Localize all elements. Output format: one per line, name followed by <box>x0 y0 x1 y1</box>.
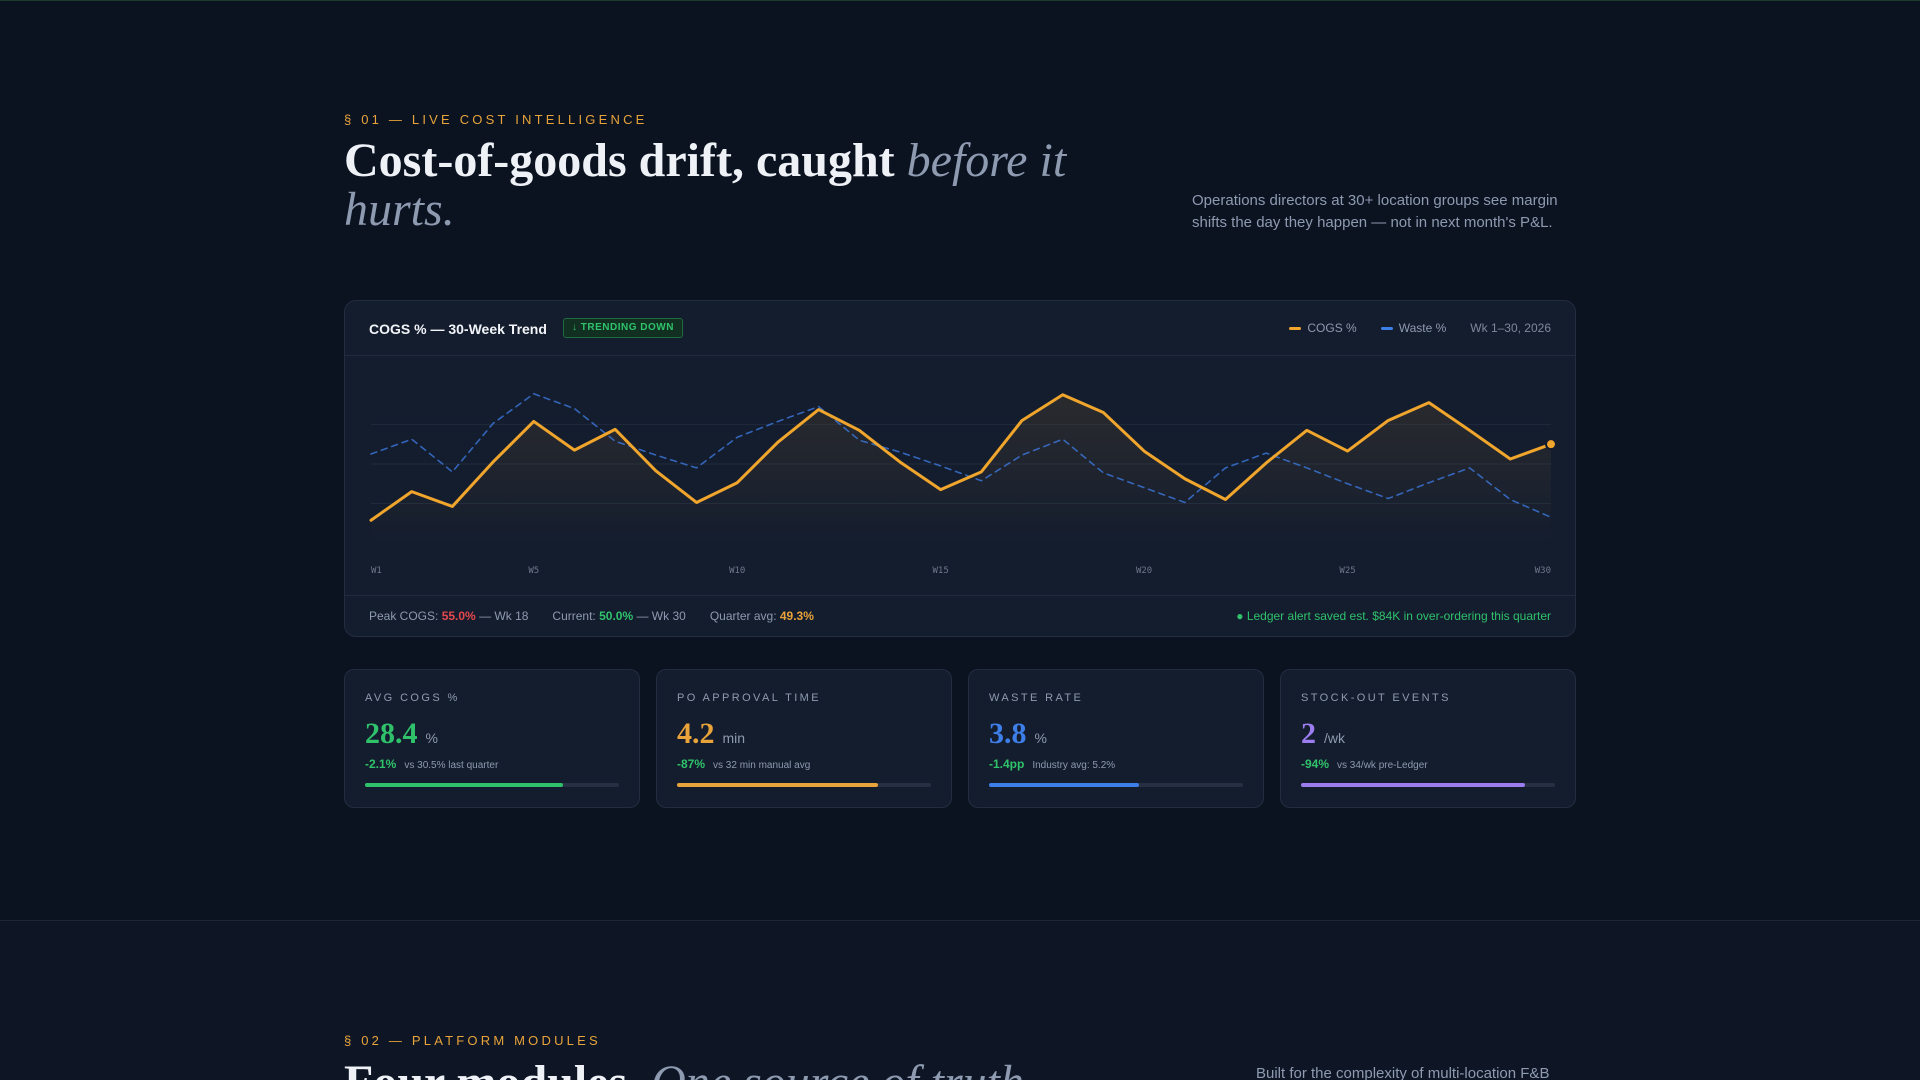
kpi-number: 3.8 <box>989 717 1027 750</box>
x-tick-label: W25 <box>1339 566 1355 576</box>
current-value: 50.0% <box>599 609 634 623</box>
kpi-card-avg-cogs: AVG COGS % 28.4 % -2.1% vs 30.5% last qu… <box>344 669 640 808</box>
cost-intelligence-section: § 01 — LIVE COST INTELLIGENCE Cost-of-go… <box>344 112 1576 808</box>
cogs-trend-card: COGS % — 30-Week Trend ↓ TRENDING DOWN C… <box>344 300 1576 637</box>
kpi-value: 3.8 % <box>989 717 1047 751</box>
kpi-label: AVG COGS % <box>365 692 460 704</box>
chart-title: COGS % — 30-Week Trend <box>369 321 547 337</box>
kpi-progress-track <box>1301 783 1555 787</box>
chart-area-layer <box>371 394 1551 543</box>
kpi-delta-context: vs 30.5% last quarter <box>404 760 499 771</box>
platform-modules-section: § 02 — PLATFORM MODULES Four modules. On… <box>0 921 1920 1080</box>
x-tick-label: W20 <box>1136 566 1152 576</box>
headline-bold: Cost-of-goods drift, caught <box>344 134 907 187</box>
chart-series-layer <box>369 392 1557 522</box>
kpi-row: AVG COGS % 28.4 % -2.1% vs 30.5% last qu… <box>344 669 1576 808</box>
legend-label-cogs: COGS % <box>1307 321 1357 335</box>
series-line-cogs <box>369 393 1553 522</box>
current-cogs-stat: Current: 50.0% — Wk 30 <box>552 609 685 623</box>
series-line-waste <box>370 392 1552 519</box>
section-lede: Operations directors at 30+ location gro… <box>1192 192 1558 231</box>
section2-eyebrow: § 02 — PLATFORM MODULES <box>344 1033 601 1048</box>
kpi-unit: /wk <box>1324 730 1345 746</box>
section-headline: Cost-of-goods drift, caught before it hu… <box>344 136 1124 234</box>
avg-value: 49.3% <box>779 609 814 623</box>
legend-swatch-waste <box>1380 326 1393 330</box>
peak-value: 55.0% <box>441 609 476 623</box>
top-accent-line <box>0 0 1920 1</box>
section2-lede: Built for the complexity of multi-locati… <box>1256 1065 1550 1080</box>
section2-headline: Four modules. One source of truth. <box>344 1055 1124 1080</box>
kpi-label: WASTE RATE <box>989 692 1084 704</box>
kpi-delta-context: vs 34/wk pre-Ledger <box>1337 760 1428 771</box>
ledger-alert: ● Ledger alert saved est. $84K in over-o… <box>1236 609 1551 623</box>
kpi-value: 28.4 % <box>365 717 438 751</box>
kpi-unit: % <box>1034 730 1047 746</box>
kpi-card-stock-outs: STOCK-OUT EVENTS 2 /wk -94% vs 34/wk pre… <box>1280 669 1576 808</box>
kpi-delta-context: Industry avg: 5.2% <box>1032 760 1116 771</box>
kpi-value: 4.2 min <box>677 717 745 751</box>
kpi-delta-value: -94% <box>1301 757 1330 771</box>
chart-footer: Peak COGS: 55.0% — Wk 18 Current: 50.0% … <box>345 595 1575 636</box>
kpi-delta-context: vs 32 min manual avg <box>713 760 811 771</box>
headline-italic: before it hurts. <box>344 134 1067 236</box>
kpi-unit: % <box>425 730 438 746</box>
legend-item-cogs[interactable]: COGS % <box>1289 321 1357 335</box>
current-week: — Wk 30 <box>633 609 686 623</box>
chart-legend: COGS % Waste % Wk 1–30, 2026 <box>1265 321 1551 335</box>
legend-label-waste: Waste % <box>1398 321 1447 335</box>
kpi-delta: -87% vs 32 min manual avg <box>677 757 810 771</box>
date-range-label: Wk 1–30, 2026 <box>1470 321 1551 335</box>
kpi-delta: -2.1% vs 30.5% last quarter <box>365 757 498 771</box>
x-tick-label: W1 <box>371 566 382 576</box>
kpi-delta-value: -87% <box>677 757 706 771</box>
legend-swatch-cogs <box>1289 326 1302 330</box>
kpi-label: STOCK-OUT EVENTS <box>1301 692 1451 704</box>
kpi-number: 28.4 <box>365 717 418 750</box>
kpi-delta: -1.4pp Industry avg: 5.2% <box>989 757 1115 771</box>
kpi-progress-fill <box>677 783 878 787</box>
x-tick-label: W5 <box>528 566 539 576</box>
kpi-label: PO APPROVAL TIME <box>677 692 821 704</box>
peak-label: Peak COGS: <box>369 609 442 623</box>
kpi-delta-value: -1.4pp <box>989 757 1025 771</box>
kpi-delta: -94% vs 34/wk pre-Ledger <box>1301 757 1428 771</box>
chart-header: COGS % — 30-Week Trend ↓ TRENDING DOWN C… <box>345 301 1575 356</box>
legend-item-waste[interactable]: Waste % <box>1380 321 1447 335</box>
x-tick-label: W30 <box>1535 566 1551 576</box>
cogs-trend-chart: W1 W5 W10 W15 W20 W25 W30 <box>369 392 1557 576</box>
cogs-area-fill <box>371 394 1551 543</box>
kpi-progress-fill <box>365 783 564 787</box>
current-point-marker[interactable] <box>1545 438 1557 451</box>
kpi-card-waste-rate: WASTE RATE 3.8 % -1.4pp Industry avg: 5.… <box>968 669 1264 808</box>
kpi-number: 2 <box>1301 717 1316 750</box>
headline2-bold: Four modules. <box>344 1056 651 1080</box>
section-eyebrow: § 01 — LIVE COST INTELLIGENCE <box>344 112 648 127</box>
chart-x-axis: W1 W5 W10 W15 W20 W25 W30 <box>371 566 1551 576</box>
chart-footer-stats: Peak COGS: 55.0% — Wk 18 Current: 50.0% … <box>369 609 838 623</box>
peak-week: — Wk 18 <box>475 609 529 623</box>
peak-cogs-stat: Peak COGS: 55.0% — Wk 18 <box>369 609 528 623</box>
kpi-delta-value: -2.1% <box>365 757 397 771</box>
x-tick-label: W10 <box>729 566 745 576</box>
avg-label: Quarter avg: <box>709 609 780 623</box>
headline2-italic: One source of truth. <box>651 1056 1036 1080</box>
kpi-progress-track <box>365 783 619 787</box>
kpi-progress-track <box>989 783 1243 787</box>
kpi-card-po-approval: PO APPROVAL TIME 4.2 min -87% vs 32 min … <box>656 669 952 808</box>
quarter-avg-stat: Quarter avg: 49.3% <box>710 609 814 623</box>
kpi-progress-fill <box>989 783 1139 787</box>
x-tick-label: W15 <box>933 566 949 576</box>
trend-badge: ↓ TRENDING DOWN <box>563 318 683 338</box>
section-divider <box>0 920 1920 921</box>
kpi-unit: min <box>722 730 746 746</box>
current-label: Current: <box>552 609 600 623</box>
kpi-number: 4.2 <box>677 717 715 750</box>
kpi-progress-fill <box>1301 783 1525 787</box>
kpi-progress-track <box>677 783 931 787</box>
kpi-value: 2 /wk <box>1301 717 1345 751</box>
